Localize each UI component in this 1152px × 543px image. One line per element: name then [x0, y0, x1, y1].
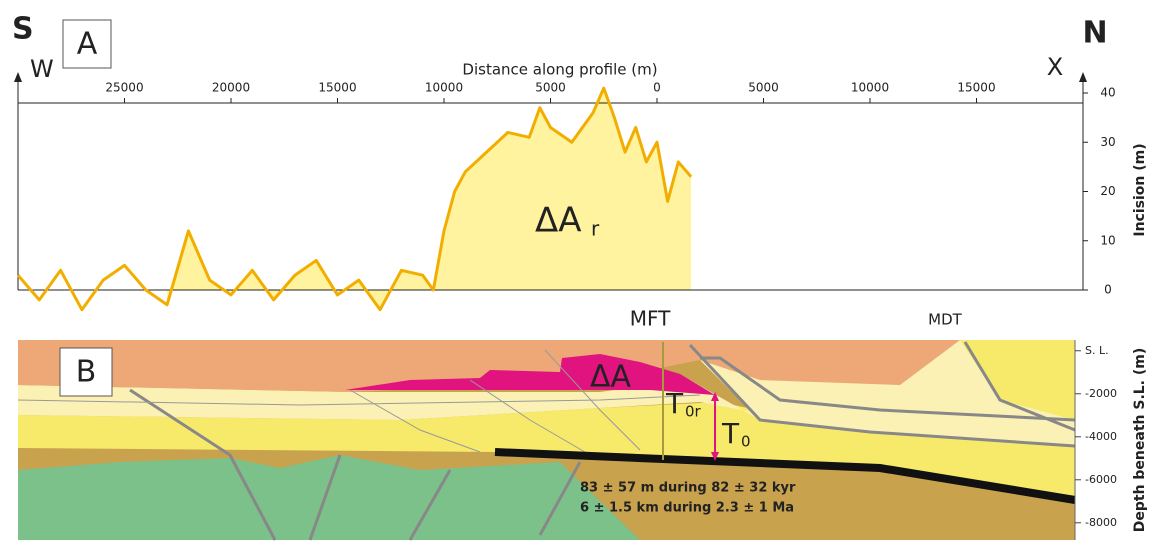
rate-text: 83 ± 57 m during 82 ± 32 kyr: [580, 481, 796, 496]
y-axis-title: Depth beneath S.L. (m): [1132, 348, 1148, 533]
t0-label: T: [721, 417, 740, 450]
fault: [963, 341, 1076, 432]
y-tick-label: -2000: [1085, 387, 1117, 400]
incision-line: [16, 86, 693, 312]
y-tick-label: 30: [1100, 135, 1115, 149]
area-label: ΔA: [590, 360, 632, 395]
area-fill: [167, 88, 692, 310]
x-tick-label: 15000: [318, 81, 356, 95]
corner-label: X: [1047, 53, 1063, 81]
panel-a: S W A N X Distance along profile (m) Inc…: [12, 12, 1148, 312]
thrust: [494, 448, 1076, 504]
x-axis-title: Distance along profile (m): [462, 61, 657, 79]
t0r-sub: 0r: [685, 403, 702, 421]
panel-box: [59, 347, 113, 397]
t0-sub: 0: [741, 433, 751, 451]
layer-pale-right: [700, 340, 1075, 446]
y-axis-title: Incision (m): [1132, 143, 1148, 236]
corner-label: W: [30, 55, 54, 83]
fault: [308, 454, 342, 541]
y-tick-label: 20: [1100, 184, 1115, 198]
fault: [129, 388, 277, 541]
corner-label: S: [12, 12, 34, 47]
rate-text: 6 ± 1.5 km during 2.3 ± 1 Ma: [580, 501, 794, 516]
panel-b: B MFT MDT ΔA T 0r T 0 83 ± 57 m during 8…: [17, 307, 1148, 541]
thin-fault: [544, 349, 641, 451]
arrow-head: [711, 452, 719, 461]
fault: [700, 356, 1076, 422]
mft-label: MFT: [630, 307, 671, 331]
arrow-head: [1079, 72, 1087, 82]
area-label: ΔA: [535, 201, 582, 241]
bedding: [17, 394, 701, 406]
y-tick-label: 0: [1104, 283, 1112, 297]
y-tick-label: S. L.: [1085, 344, 1109, 357]
mdt-label: MDT: [928, 311, 962, 329]
arrow-head: [14, 72, 22, 82]
x-tick-label: 5000: [748, 81, 779, 95]
y-tick-label: -8000: [1085, 516, 1117, 529]
eroded-area: [345, 354, 715, 395]
x-tick-label: 10000: [425, 81, 463, 95]
panel-label: B: [76, 355, 97, 390]
x-tick-label: 20000: [212, 81, 250, 95]
corner-label: N: [1082, 16, 1107, 51]
fault: [538, 461, 582, 536]
y-tick-label: 40: [1100, 86, 1115, 100]
fault: [408, 469, 452, 541]
layer-orange: [18, 340, 1075, 392]
panel-box: [62, 19, 112, 69]
t0r-label: T: [665, 387, 684, 420]
y-tick-label: -4000: [1085, 430, 1117, 443]
layer-pale: [18, 380, 860, 432]
layer-green: [18, 455, 640, 540]
x-tick-label: 10000: [851, 81, 889, 95]
x-tick-label: 0: [653, 81, 661, 95]
x-tick-label: 25000: [105, 81, 143, 95]
area-label-sub: r: [591, 217, 600, 241]
arrow-head: [711, 392, 719, 401]
fault: [688, 343, 1076, 448]
panel-label: A: [77, 27, 98, 62]
thin-fault: [469, 379, 591, 456]
x-tick-label: 15000: [957, 81, 995, 95]
y-tick-label: 10: [1100, 233, 1115, 247]
y-tick-label: -6000: [1085, 473, 1117, 486]
x-tick-label: 5000: [535, 81, 566, 95]
